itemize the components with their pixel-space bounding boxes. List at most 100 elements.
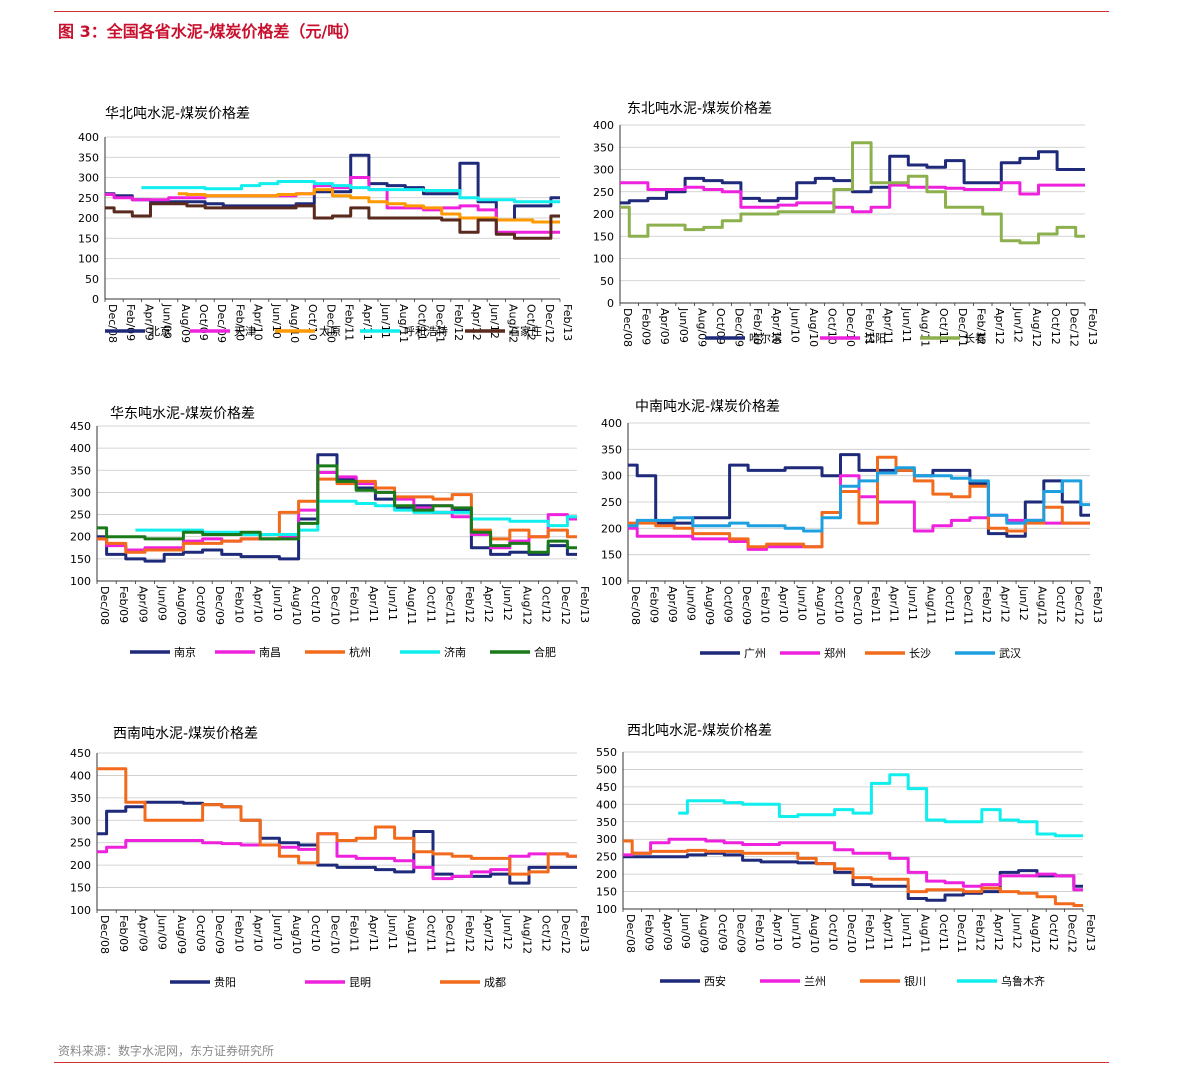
x-tick-label: Dec/09 [733, 308, 746, 347]
legend-label: 郑州 [824, 646, 846, 660]
x-tick-label: Dec/09 [215, 304, 228, 343]
y-tick-label: 250 [70, 509, 91, 522]
chart-title: 华北吨水泥-煤炭价格差 [105, 106, 250, 122]
series-line-3 [177, 188, 560, 224]
x-tick-label: Oct/11 [424, 586, 437, 623]
x-tick-label: Oct/11 [943, 586, 956, 623]
x-tick-label: Feb/11 [348, 915, 361, 952]
x-tick-label: Dec/09 [213, 915, 226, 954]
legend-label: 长沙 [909, 647, 931, 660]
series-line-4 [135, 499, 577, 536]
y-tick-label: 400 [70, 769, 91, 782]
x-tick-label: Dec/08 [629, 586, 642, 625]
y-tick-label: 150 [601, 549, 622, 562]
x-tick-label: Dec/09 [740, 586, 753, 625]
chart-panel-northwest: 西北吨水泥-煤炭价格差 100 150 200 250 300 350 400 450 500 55… [575, 715, 1105, 1000]
x-tick-label: Apr/11 [882, 914, 895, 951]
legend-label: 呼和浩特 [404, 324, 448, 338]
x-tick-label: Oct/12 [540, 915, 553, 952]
x-tick-label: Oct/09 [716, 914, 729, 951]
x-tick-label: Dec/10 [844, 308, 857, 347]
series-line-5 [105, 202, 560, 240]
x-tick-label: Oct/12 [1054, 586, 1067, 623]
series-line-4 [141, 180, 560, 204]
x-tick-label: Oct/11 [937, 914, 950, 951]
legend-label: 南京 [174, 645, 196, 659]
x-tick-label: Aug/09 [703, 586, 716, 625]
legend-label: 西安 [704, 974, 726, 988]
y-tick-label: 350 [601, 443, 622, 456]
x-tick-label: Jun/11 [386, 585, 399, 621]
legend-label: 北京 [149, 324, 171, 338]
legend-label: 乌鲁木齐 [1001, 974, 1045, 988]
x-tick-label: Apr/09 [142, 304, 155, 341]
y-tick-label: 250 [596, 851, 617, 864]
y-tick-label: 350 [70, 464, 91, 477]
x-tick-label: Apr/11 [888, 586, 901, 623]
x-tick-label: Oct/10 [309, 586, 322, 623]
x-tick-label: Apr/09 [136, 586, 149, 623]
x-tick-label: Oct/10 [826, 914, 839, 951]
x-tick-label: Aug/09 [695, 308, 708, 347]
x-tick-label: Dec/08 [621, 308, 634, 347]
x-tick-label: Dec/08 [98, 586, 111, 625]
x-tick-label: Aug/12 [1036, 586, 1049, 625]
x-tick-label: Aug/10 [290, 915, 303, 954]
y-tick-label: 350 [596, 816, 617, 829]
x-tick-label: Aug/11 [405, 915, 418, 954]
x-tick-label: Aug/09 [175, 586, 188, 625]
top-rule [54, 11, 1109, 12]
x-tick-label: Feb/11 [863, 914, 876, 951]
y-tick-label: 450 [70, 747, 91, 760]
chart-title: 东北吨水泥-煤炭价格差 [627, 101, 772, 117]
series-line-3 [623, 839, 1083, 907]
y-tick-label: 250 [593, 186, 614, 199]
y-tick-label: 100 [70, 575, 91, 588]
x-tick-label: Oct/09 [194, 586, 207, 623]
x-tick-label: Oct/09 [714, 308, 727, 345]
series-line-3 [628, 455, 1090, 549]
x-tick-label: Oct/10 [309, 915, 322, 952]
x-tick-label: Jun/09 [161, 303, 174, 339]
y-tick-label: 250 [78, 192, 99, 205]
x-tick-label: Jun/09 [156, 914, 169, 950]
x-tick-label: Jun/10 [788, 307, 801, 343]
y-tick-label: 550 [596, 746, 617, 759]
legend-label: 天津 [234, 325, 256, 338]
x-tick-label: Dec/09 [734, 914, 747, 953]
y-tick-label: 100 [70, 904, 91, 917]
bottom-rule [54, 1062, 1109, 1063]
y-tick-label: 400 [601, 417, 622, 430]
x-tick-label: Apr/10 [777, 586, 790, 623]
x-tick-label: Feb/12 [463, 586, 476, 623]
x-tick-label: Jun/12 [501, 585, 514, 621]
x-tick-label: Feb/11 [343, 304, 356, 341]
x-tick-label: Apr/12 [999, 586, 1012, 623]
y-tick-label: 100 [78, 253, 99, 266]
x-tick-label: Aug/12 [520, 915, 533, 954]
y-tick-label: 300 [601, 470, 622, 483]
x-tick-label: Dec/12 [1066, 914, 1079, 953]
x-tick-label: Aug/11 [405, 586, 418, 625]
x-tick-label: Dec/08 [98, 915, 111, 954]
chart-svg-north: 华北吨水泥-煤炭价格差 0 50 100 150 200 250 300 350 400 Dec/0… [78, 106, 574, 343]
source-note: 资料来源：数字水泥网，东方证券研究所 [58, 1044, 275, 1058]
x-tick-label: Feb/09 [642, 914, 655, 951]
series-line-4 [678, 773, 1083, 838]
series-line-3 [97, 767, 577, 876]
x-tick-label: Feb/10 [233, 304, 246, 341]
x-tick-label: Feb/13 [578, 915, 591, 952]
y-tick-label: 250 [601, 496, 622, 509]
x-tick-label: Aug/12 [520, 586, 533, 625]
x-tick-label: Jun/09 [684, 585, 697, 621]
x-tick-label: Oct/12 [1047, 914, 1060, 951]
x-tick-label: Jun/11 [906, 585, 919, 621]
chart-svg-central-south: 中南吨水泥-煤炭价格差 100 150 200 250 300 350 400 Dec/08 Fe… [601, 399, 1104, 660]
x-tick-label: Aug/10 [807, 308, 820, 347]
x-tick-label: Feb/12 [463, 915, 476, 952]
x-tick-label: Dec/12 [1067, 308, 1080, 347]
x-tick-label: Dec/10 [851, 586, 864, 625]
y-tick-label: 200 [70, 531, 91, 544]
y-tick-label: 200 [70, 859, 91, 872]
x-tick-label: Jun/10 [271, 585, 284, 621]
